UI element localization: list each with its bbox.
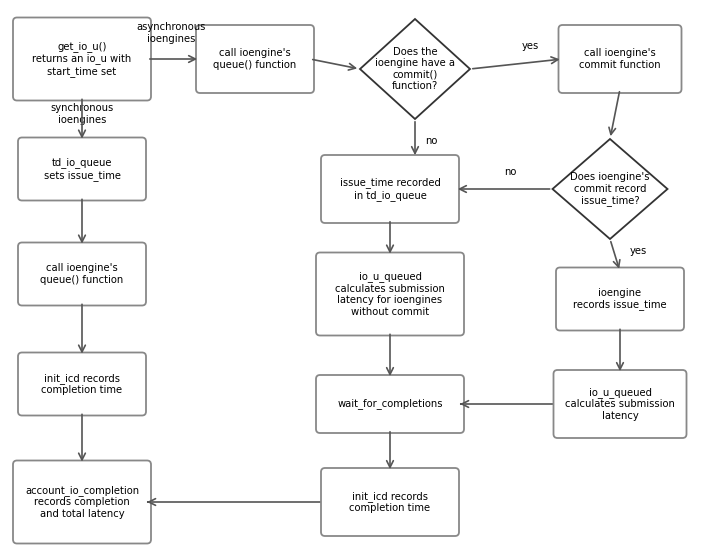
- FancyBboxPatch shape: [559, 25, 682, 93]
- FancyBboxPatch shape: [321, 155, 459, 223]
- Text: init_icd records
completion time: init_icd records completion time: [349, 491, 430, 513]
- Text: Does the
ioengine have a
commit()
function?: Does the ioengine have a commit() functi…: [375, 46, 455, 92]
- Text: init_icd records
completion time: init_icd records completion time: [41, 373, 123, 395]
- FancyBboxPatch shape: [196, 25, 314, 93]
- Text: Does ioengine's
commit record
issue_time?: Does ioengine's commit record issue_time…: [570, 172, 650, 206]
- FancyBboxPatch shape: [18, 138, 146, 201]
- Text: call ioengine's
queue() function: call ioengine's queue() function: [214, 48, 297, 70]
- Text: asynchronous
ioengines: asynchronous ioengines: [136, 22, 206, 44]
- FancyBboxPatch shape: [316, 253, 464, 335]
- Text: io_u_queued
calculates submission
latency: io_u_queued calculates submission latenc…: [565, 387, 675, 421]
- Text: account_io_completion
records completion
and total latency: account_io_completion records completion…: [25, 485, 139, 519]
- Polygon shape: [552, 139, 668, 239]
- Text: ioengine
records issue_time: ioengine records issue_time: [573, 288, 667, 310]
- FancyBboxPatch shape: [321, 468, 459, 536]
- Polygon shape: [360, 19, 470, 119]
- Text: get_io_u()
returns an io_u with
start_time set: get_io_u() returns an io_u with start_ti…: [32, 41, 131, 77]
- FancyBboxPatch shape: [18, 353, 146, 415]
- Text: call ioengine's
commit function: call ioengine's commit function: [579, 48, 661, 70]
- Text: issue_time recorded
in td_io_queue: issue_time recorded in td_io_queue: [339, 177, 440, 201]
- Text: synchronous
ioengines: synchronous ioengines: [51, 103, 113, 125]
- Text: no: no: [504, 167, 516, 177]
- FancyBboxPatch shape: [13, 461, 151, 543]
- FancyBboxPatch shape: [316, 375, 464, 433]
- Text: wait_for_completions: wait_for_completions: [337, 399, 443, 409]
- FancyBboxPatch shape: [13, 17, 151, 101]
- Text: yes: yes: [630, 246, 647, 256]
- FancyBboxPatch shape: [554, 370, 687, 438]
- Text: no: no: [425, 136, 438, 146]
- Text: call ioengine's
queue() function: call ioengine's queue() function: [40, 263, 123, 285]
- Text: io_u_queued
calculates submission
latency for ioengines
without commit: io_u_queued calculates submission latenc…: [335, 271, 445, 317]
- Text: td_io_queue
sets issue_time: td_io_queue sets issue_time: [43, 157, 121, 181]
- Text: yes: yes: [521, 41, 539, 51]
- FancyBboxPatch shape: [556, 268, 684, 330]
- FancyBboxPatch shape: [18, 243, 146, 306]
